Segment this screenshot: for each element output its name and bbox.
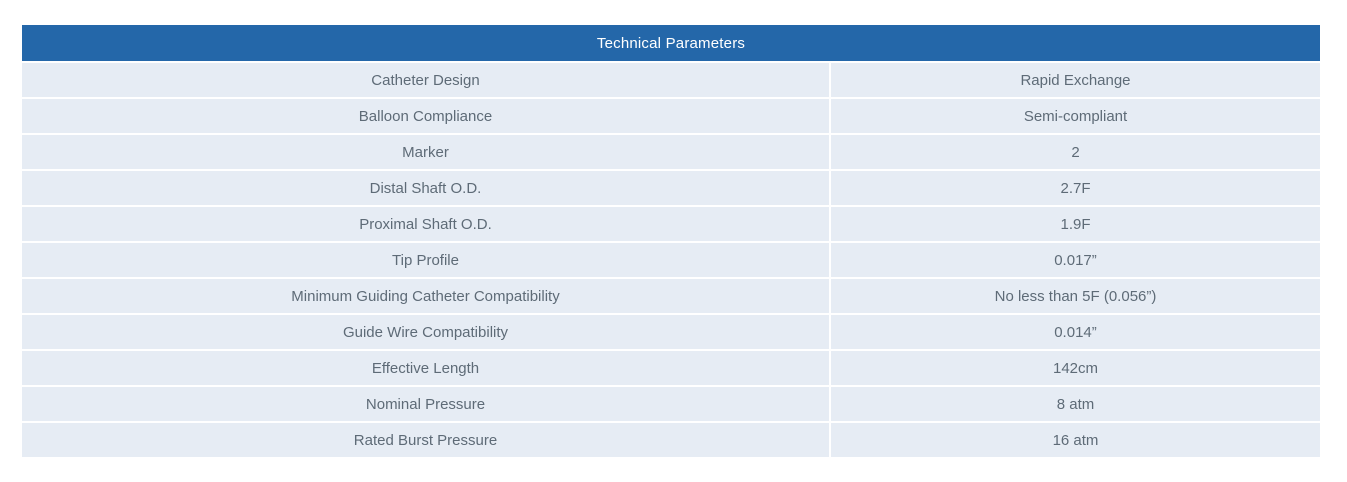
value-cell: 2.7F	[831, 171, 1320, 205]
param-cell: Effective Length	[22, 351, 829, 385]
table-row: Effective Length 142cm	[22, 351, 1320, 385]
param-cell: Tip Profile	[22, 243, 829, 277]
technical-parameters-table: Technical Parameters Catheter Design Rap…	[22, 25, 1320, 457]
param-cell: Guide Wire Compatibility	[22, 315, 829, 349]
param-cell: Distal Shaft O.D.	[22, 171, 829, 205]
value-cell: 16 atm	[831, 423, 1320, 457]
param-cell: Rated Burst Pressure	[22, 423, 829, 457]
table-row: Distal Shaft O.D. 2.7F	[22, 171, 1320, 205]
value-cell: 142cm	[831, 351, 1320, 385]
param-cell: Marker	[22, 135, 829, 169]
table-title: Technical Parameters	[596, 34, 746, 52]
param-cell: Proximal Shaft O.D.	[22, 207, 829, 241]
value-cell: Rapid Exchange	[831, 63, 1320, 97]
table-row: Marker 2	[22, 135, 1320, 169]
value-cell: 0.017”	[831, 243, 1320, 277]
value-cell: Semi-compliant	[831, 99, 1320, 133]
table-row: Guide Wire Compatibility 0.014”	[22, 315, 1320, 349]
table-row: Rated Burst Pressure 16 atm	[22, 423, 1320, 457]
table-row: Tip Profile 0.017”	[22, 243, 1320, 277]
value-cell: 0.014”	[831, 315, 1320, 349]
value-cell: No less than 5F (0.056”)	[831, 279, 1320, 313]
param-cell: Balloon Compliance	[22, 99, 829, 133]
table-row: Minimum Guiding Catheter Compatibility N…	[22, 279, 1320, 313]
value-cell: 8 atm	[831, 387, 1320, 421]
table-title-bar: Technical Parameters	[22, 25, 1320, 61]
value-cell: 2	[831, 135, 1320, 169]
table-row: Catheter Design Rapid Exchange	[22, 63, 1320, 97]
table-row: Nominal Pressure 8 atm	[22, 387, 1320, 421]
param-cell: Minimum Guiding Catheter Compatibility	[22, 279, 829, 313]
table-row: Proximal Shaft O.D. 1.9F	[22, 207, 1320, 241]
value-cell: 1.9F	[831, 207, 1320, 241]
param-cell: Catheter Design	[22, 63, 829, 97]
table-row: Balloon Compliance Semi-compliant	[22, 99, 1320, 133]
param-cell: Nominal Pressure	[22, 387, 829, 421]
